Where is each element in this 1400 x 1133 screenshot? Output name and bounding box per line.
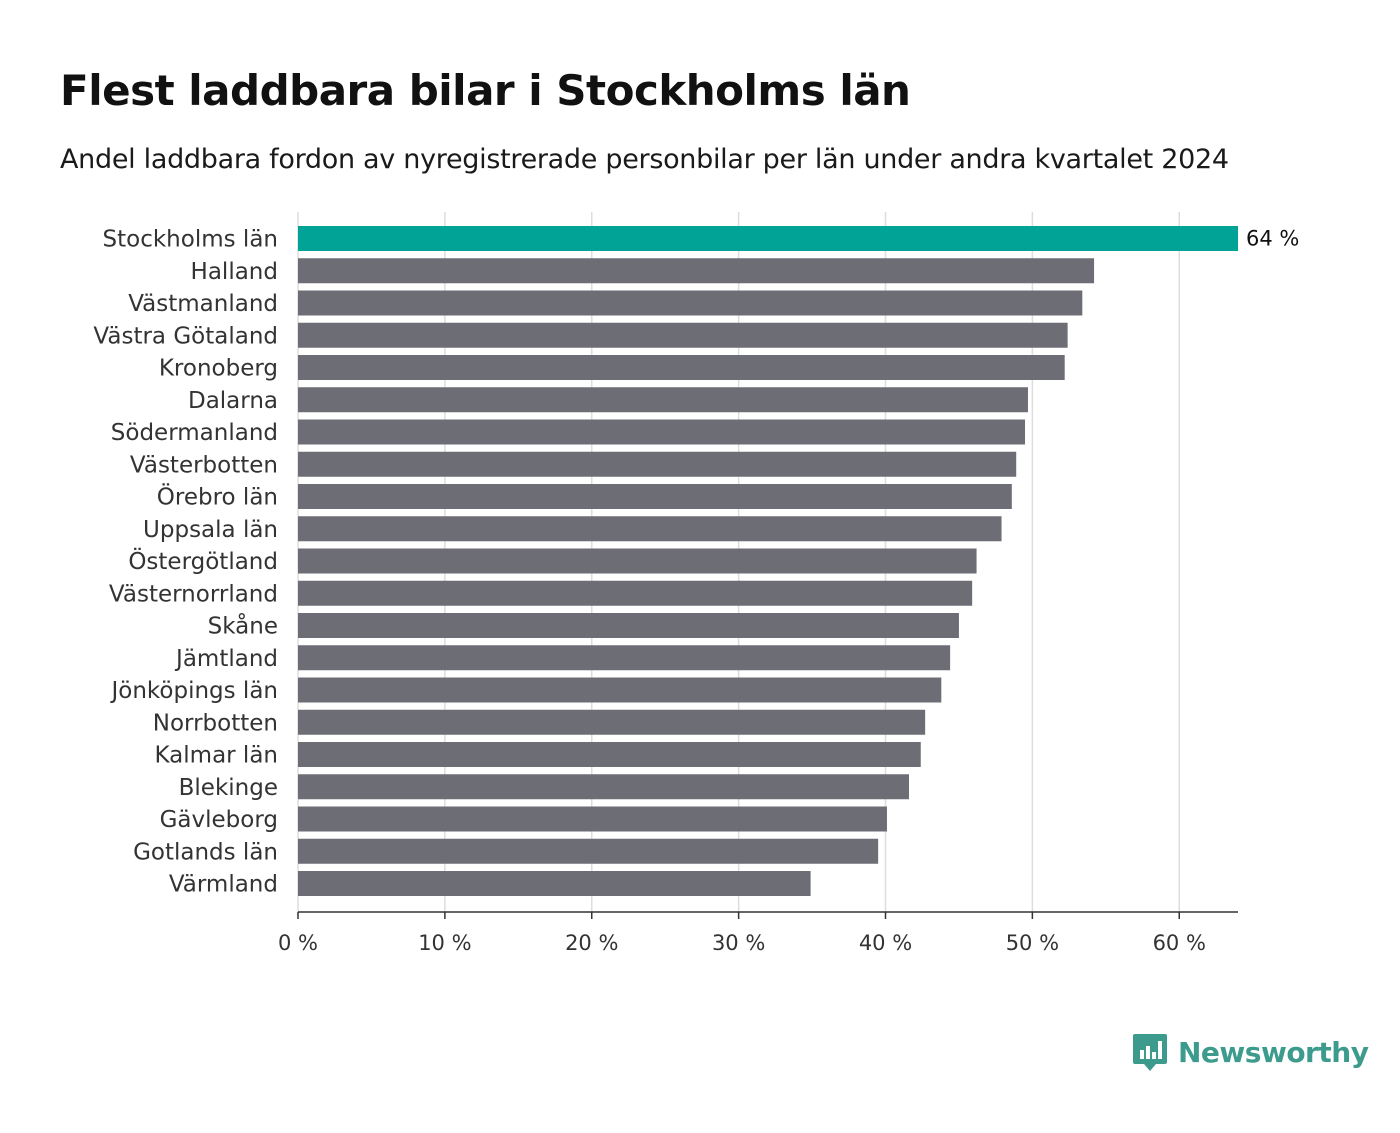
category-label: Uppsala län bbox=[143, 517, 278, 543]
category-label: Västerbotten bbox=[130, 452, 278, 478]
x-axis: 0 % 10 % 20 % 30 % 40 % 50 % 60 % bbox=[278, 911, 1238, 955]
bar bbox=[298, 677, 942, 703]
category-label: Kalmar län bbox=[155, 743, 279, 769]
x-tick-label: 50 % bbox=[1006, 931, 1059, 955]
bar bbox=[298, 484, 1012, 509]
bar bbox=[298, 871, 811, 896]
bar bbox=[298, 838, 879, 864]
category-label: Östergötland bbox=[128, 547, 278, 575]
category-label: Värmland bbox=[169, 872, 278, 898]
category-labels: Stockholms län Halland Västmanland Västra G… bbox=[93, 227, 278, 898]
bar bbox=[298, 774, 909, 800]
category-label: Dalarna bbox=[188, 388, 278, 414]
bar bbox=[298, 516, 1002, 542]
chart-subtitle: Andel laddbara fordon av nyregistrerade … bbox=[60, 144, 1229, 175]
category-label: Stockholms län bbox=[103, 227, 278, 253]
bar bbox=[298, 355, 1065, 380]
x-tick-label: 40 % bbox=[859, 931, 912, 955]
category-label: Jämtland bbox=[174, 646, 278, 672]
data-labels: 64 % bbox=[1246, 227, 1299, 251]
x-tick-label: 10 % bbox=[418, 931, 471, 955]
bar bbox=[298, 387, 1028, 413]
bar bbox=[298, 613, 959, 638]
bar bbox=[298, 419, 1026, 445]
newsworthy-logo-text: Newsworthy bbox=[1178, 1035, 1369, 1069]
x-tick-label: 30 % bbox=[712, 931, 765, 955]
chart-title: Flest laddbara bilar i Stockholms län bbox=[60, 66, 911, 115]
category-label: Jönköpings län bbox=[109, 678, 278, 704]
bar bbox=[298, 322, 1068, 348]
bar bbox=[298, 290, 1083, 316]
bar bbox=[298, 258, 1095, 284]
category-label: Blekinge bbox=[179, 775, 278, 801]
bars bbox=[298, 226, 1238, 896]
bar bbox=[298, 709, 926, 735]
category-label: Halland bbox=[191, 259, 278, 285]
bar bbox=[298, 451, 1017, 477]
bar bbox=[298, 645, 951, 671]
category-label: Västra Götaland bbox=[93, 323, 278, 349]
category-label: Örebro län bbox=[157, 483, 278, 511]
x-tick-label: 0 % bbox=[278, 931, 318, 955]
bar bbox=[298, 806, 887, 832]
x-tick-label: 20 % bbox=[565, 931, 618, 955]
category-label: Gotlands län bbox=[133, 839, 278, 865]
category-label: Västernorrland bbox=[109, 581, 278, 607]
category-label: Södermanland bbox=[111, 420, 278, 446]
bar bbox=[298, 742, 921, 767]
newsworthy-logo-icon bbox=[1133, 1034, 1167, 1071]
bar bbox=[298, 580, 973, 606]
value-label: 64 % bbox=[1246, 227, 1299, 251]
bar-chart: Stockholms län Halland Västmanland Västra G… bbox=[93, 212, 1299, 955]
category-label: Skåne bbox=[208, 612, 278, 640]
x-tick-label: 60 % bbox=[1153, 931, 1206, 955]
bar bbox=[298, 226, 1238, 251]
newsworthy-logo: Newsworthy bbox=[1132, 1032, 1369, 1072]
category-label: Kronoberg bbox=[159, 356, 278, 382]
category-label: Norrbotten bbox=[153, 710, 278, 736]
category-label: Gävleborg bbox=[160, 807, 278, 833]
category-label: Västmanland bbox=[128, 291, 278, 317]
bar bbox=[298, 548, 977, 574]
